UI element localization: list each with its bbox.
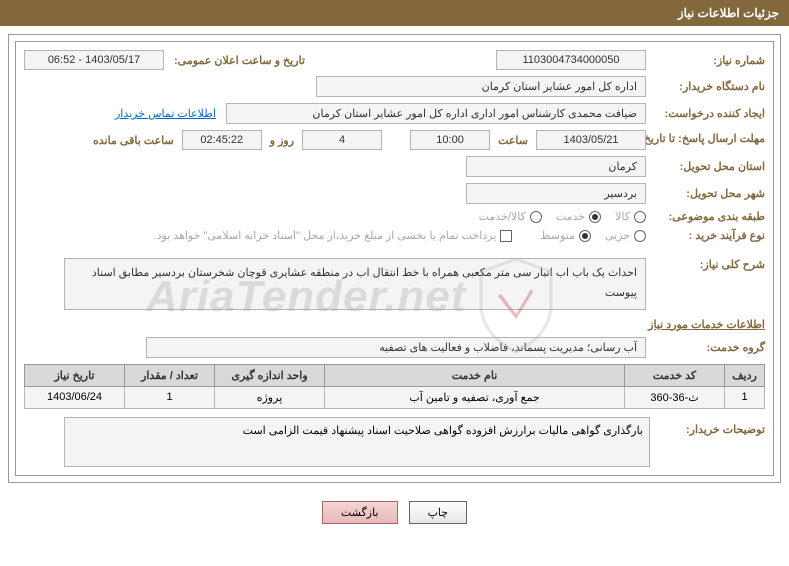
page-title: جزئیات اطلاعات نیاز: [678, 6, 779, 20]
services-table: ردیف کد خدمت نام خدمت واحد اندازه گیری ت…: [24, 364, 765, 409]
row-deadline: مهلت ارسال پاسخ: تا تاریخ: 1403/05/21 سا…: [24, 130, 765, 150]
td-date: 1403/06/24: [25, 386, 125, 408]
row-need-number: شماره نیاز: 1103004734000050 تاریخ و ساع…: [24, 50, 765, 70]
field-need-number: 1103004734000050: [496, 50, 646, 70]
radio-item-jozi[interactable]: جزیی: [605, 229, 646, 242]
row-need-desc: شرح کلی نیاز: احداث یک باب اب انبار سی م…: [24, 258, 765, 310]
button-row: چاپ بازگشت: [0, 491, 789, 544]
field-deadline-date: 1403/05/21: [536, 130, 646, 150]
label-need-desc: شرح کلی نیاز:: [650, 258, 765, 271]
row-buyer-comment: توضیحات خریدار: بارگذاری گواهی مالیات بر…: [24, 417, 765, 467]
label-requester: ایجاد کننده درخواست:: [650, 107, 765, 120]
row-subject-class: طبقه بندی موضوعی: کالا خدمت کالا/خدمت: [24, 210, 765, 223]
page-header: جزئیات اطلاعات نیاز: [0, 0, 789, 26]
label-deadline: مهلت ارسال پاسخ: تا تاریخ:: [650, 132, 765, 147]
label-buyer-comment: توضیحات خریدار:: [650, 417, 765, 436]
td-name: جمع آوری، تصفیه و تامین آب: [325, 386, 625, 408]
td-row: 1: [725, 386, 765, 408]
row-requester: ایجاد کننده درخواست: ضیافت محمدی کارشناس…: [24, 103, 765, 124]
radio-jozi[interactable]: [634, 230, 646, 242]
td-unit: پروژه: [215, 386, 325, 408]
field-requester: ضیافت محمدی کارشناس امور اداری اداره کل …: [226, 103, 646, 124]
label-time: ساعت: [494, 134, 532, 147]
row-delivery-province: استان محل تحویل: کرمان: [24, 156, 765, 177]
th-date: تاریخ نیاز: [25, 364, 125, 386]
radio-item-khedmat[interactable]: خدمت: [556, 210, 601, 223]
radio-group-subject: کالا خدمت کالا/خدمت: [479, 210, 646, 223]
radio-item-motavaset[interactable]: متوسط: [540, 229, 591, 242]
radio-motavaset[interactable]: [579, 230, 591, 242]
field-buyer-org: اداره کل امور عشایر استان کرمان: [316, 76, 646, 97]
row-buy-type: نوع فرآیند خرید : جزیی متوسط پرداخت تمام…: [24, 229, 765, 242]
label-service-group: گروه خدمت:: [650, 341, 765, 354]
label-buyer-org: نام دستگاه خریدار:: [650, 80, 765, 93]
row-buyer-org: نام دستگاه خریدار: اداره کل امور عشایر ا…: [24, 76, 765, 97]
field-delivery-city: بردسیر: [466, 183, 646, 204]
checkbox-treasury-box[interactable]: [500, 230, 512, 242]
link-buyer-contact[interactable]: اطلاعات تماس خریدار: [115, 107, 216, 120]
field-announce-date: 1403/05/17 - 06:52: [24, 50, 164, 70]
field-days-remain: 4: [302, 130, 382, 150]
td-code: ث-36-360: [625, 386, 725, 408]
label-delivery-province: استان محل تحویل:: [650, 160, 765, 173]
label-buy-type: نوع فرآیند خرید :: [650, 229, 765, 242]
field-need-desc: احداث یک باب اب انبار سی متر مکعبی همراه…: [64, 258, 646, 310]
field-deadline-time: 10:00: [410, 130, 490, 150]
label-announce-date: تاریخ و ساعت اعلان عمومی:: [168, 54, 305, 67]
inner-frame: AriaTender.net شماره نیاز: 1103004734000…: [15, 41, 774, 476]
radio-item-kala-khedmat[interactable]: کالا/خدمت: [479, 210, 542, 223]
label-delivery-city: شهر محل تحویل:: [650, 187, 765, 200]
label-days: روز و: [266, 134, 298, 147]
outer-frame: AriaTender.net شماره نیاز: 1103004734000…: [8, 34, 781, 483]
td-qty: 1: [125, 386, 215, 408]
print-button[interactable]: چاپ: [409, 501, 468, 524]
label-need-number: شماره نیاز:: [650, 54, 765, 67]
label-subject-class: طبقه بندی موضوعی:: [650, 210, 765, 223]
radio-kala[interactable]: [634, 211, 646, 223]
section-services-title: اطلاعات خدمات مورد نیاز: [24, 318, 765, 331]
th-name: نام خدمت: [325, 364, 625, 386]
back-button[interactable]: بازگشت: [322, 501, 398, 524]
label-remain: ساعت باقی مانده: [89, 134, 178, 147]
radio-item-kala[interactable]: کالا: [615, 210, 646, 223]
checkbox-treasury[interactable]: پرداخت تمام یا بخشی از مبلغ خرید،از محل …: [154, 229, 513, 242]
field-delivery-province: کرمان: [466, 156, 646, 177]
radio-kala-khedmat[interactable]: [530, 211, 542, 223]
field-service-group: آب رسانی؛ مدیریت پسماند، فاضلاب و فعالیت…: [146, 337, 646, 358]
th-unit: واحد اندازه گیری: [215, 364, 325, 386]
th-qty: تعداد / مقدار: [125, 364, 215, 386]
table-row: 1 ث-36-360 جمع آوری، تصفیه و تامین آب پر…: [25, 386, 765, 408]
radio-group-buytype: جزیی متوسط: [540, 229, 646, 242]
row-delivery-city: شهر محل تحویل: بردسیر: [24, 183, 765, 204]
field-buyer-comment: بارگذاری گواهی مالیات برارزش افزوده گواه…: [64, 417, 650, 467]
radio-khedmat[interactable]: [589, 211, 601, 223]
th-code: کد خدمت: [625, 364, 725, 386]
row-service-group: گروه خدمت: آب رسانی؛ مدیریت پسماند، فاضل…: [24, 337, 765, 358]
th-row: ردیف: [725, 364, 765, 386]
field-time-remain: 02:45:22: [182, 130, 262, 150]
table-header-row: ردیف کد خدمت نام خدمت واحد اندازه گیری ت…: [25, 364, 765, 386]
